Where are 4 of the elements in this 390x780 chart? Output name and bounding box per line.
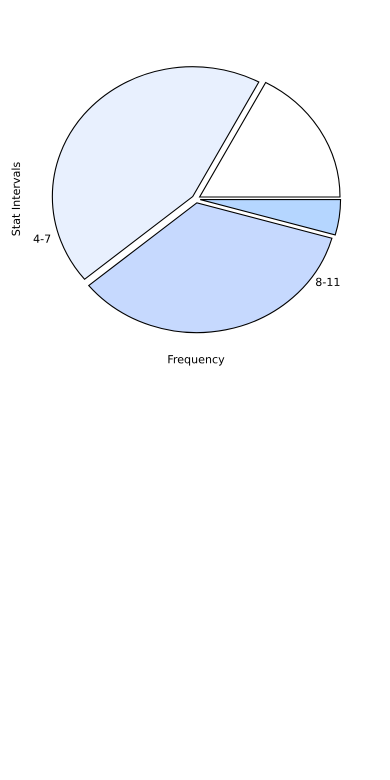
slice-label: 4-7 xyxy=(34,234,50,243)
slice-label: 8-11 xyxy=(316,278,340,286)
text: Frequency xyxy=(168,355,224,366)
text: Stat Intervals xyxy=(11,162,20,236)
